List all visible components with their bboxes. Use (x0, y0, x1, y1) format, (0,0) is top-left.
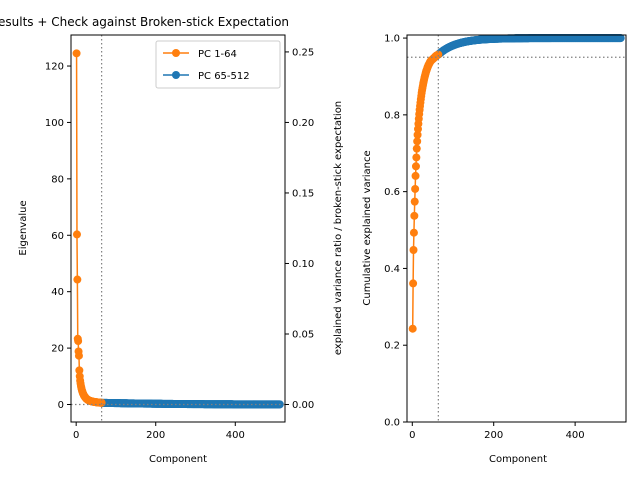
left-y2-axis-label: explained variance ratio / broken-stick … (333, 101, 344, 355)
left-x-ticks: 0 200 400 (73, 422, 245, 441)
right-point-pc-1-64 (410, 197, 419, 206)
left-y-tick-label: 60 (51, 231, 64, 242)
right-point-pc-1-64 (411, 171, 420, 180)
right-point-pc-1-64 (411, 162, 420, 171)
right-point-pc-1-64 (408, 324, 417, 333)
right-y-tick-label: 1.0 (384, 34, 400, 45)
left-point-pc-1-64 (74, 351, 83, 360)
legend-label-pc-65-512: PC 65-512 (198, 71, 250, 82)
right-point-pc-1-64 (410, 211, 419, 220)
legend-label-pc-1-64: PC 1-64 (198, 49, 237, 60)
left-y-axis-label: Eigenvalue (18, 200, 29, 255)
figure-title: esults + Check against Broken-stick Expe… (0, 15, 289, 29)
left-y-tick-label: 40 (51, 287, 64, 298)
right-plot-marks (407, 34, 626, 422)
left-point-pc-1-64 (73, 275, 82, 284)
right-y-tick-label: 0.4 (384, 264, 400, 275)
legend-marker-pc-65-512 (172, 71, 180, 79)
left-point-pc-1-64 (75, 366, 84, 375)
right-plot-frame (406, 34, 627, 423)
left-y2-tick-label: 0.25 (292, 47, 314, 58)
left-y2-tick-label: 0.10 (292, 259, 314, 270)
right-x-tick-label: 0 (409, 430, 415, 441)
left-point-pc-1-64 (72, 230, 81, 239)
right-y-ticks: 0.0 0.2 0.4 0.6 0.8 1.0 (384, 34, 407, 429)
left-x-tick-label: 0 (73, 430, 79, 441)
left-plot-marks (71, 35, 285, 422)
left-y2-tick-label: 0.05 (292, 329, 314, 340)
left-y2-tick-label: 0.20 (292, 118, 314, 129)
right-y-tick-label: 0.0 (384, 418, 400, 429)
left-y2-tick-label: 0.15 (292, 188, 314, 199)
left-x-tick-label: 200 (146, 430, 165, 441)
right-point-pc-1-64 (409, 246, 418, 254)
left-x-axis-label: Component (149, 454, 207, 465)
legend: PC 1-64 PC 65-512 (155, 40, 281, 89)
right-point-pc-1-64 (412, 153, 421, 162)
left-y-tick-label: 100 (45, 118, 64, 129)
left-y-ticks: 0 20 40 60 80 100 120 (45, 62, 71, 411)
right-x-tick-label: 400 (566, 430, 585, 441)
left-y-tick-label: 20 (51, 344, 64, 355)
right-point-pc-1-64 (434, 50, 443, 59)
left-y2-tick-label: 0.00 (292, 400, 314, 411)
left-y-tick-label: 0 (58, 400, 64, 411)
right-y-tick-label: 0.8 (384, 110, 400, 121)
left-y-tick-label: 120 (45, 62, 64, 73)
left-chart: 0 200 400 0 20 40 60 80 100 120 0.00 0.05 0.10 0.15… (18, 34, 344, 465)
left-y-tick-label: 80 (51, 174, 64, 185)
right-y-tick-label: 0.6 (384, 187, 400, 198)
left-plot-frame (70, 34, 286, 423)
right-point-pc-1-64 (412, 144, 421, 153)
right-point-pc-1-64 (413, 130, 422, 139)
right-point-pc-1-64 (409, 228, 418, 237)
legend-marker-pc-1-64 (172, 49, 180, 57)
right-x-axis-label: Component (489, 454, 547, 465)
right-chart: 0 200 400 0.0 0.2 0.4 0.6 0.8 1.0 Component Cum… (362, 34, 627, 465)
left-y2-ticks: 0.00 0.05 0.10 0.15 0.20 0.25 (285, 47, 314, 411)
left-point-pc-1-64 (74, 337, 83, 346)
right-y-tick-label: 0.2 (384, 341, 400, 352)
right-x-tick-label: 200 (484, 430, 503, 441)
right-y-axis-label: Cumulative explained variance (362, 150, 373, 305)
right-point-pc-1-64 (411, 184, 420, 193)
right-point-pc-65-512 (616, 34, 625, 43)
right-x-ticks: 0 200 400 (409, 422, 585, 441)
left-x-tick-label: 400 (226, 430, 245, 441)
right-point-pc-1-64 (413, 137, 422, 146)
right-point-pc-1-64 (409, 279, 418, 288)
left-point-pc-1-64 (72, 49, 81, 58)
